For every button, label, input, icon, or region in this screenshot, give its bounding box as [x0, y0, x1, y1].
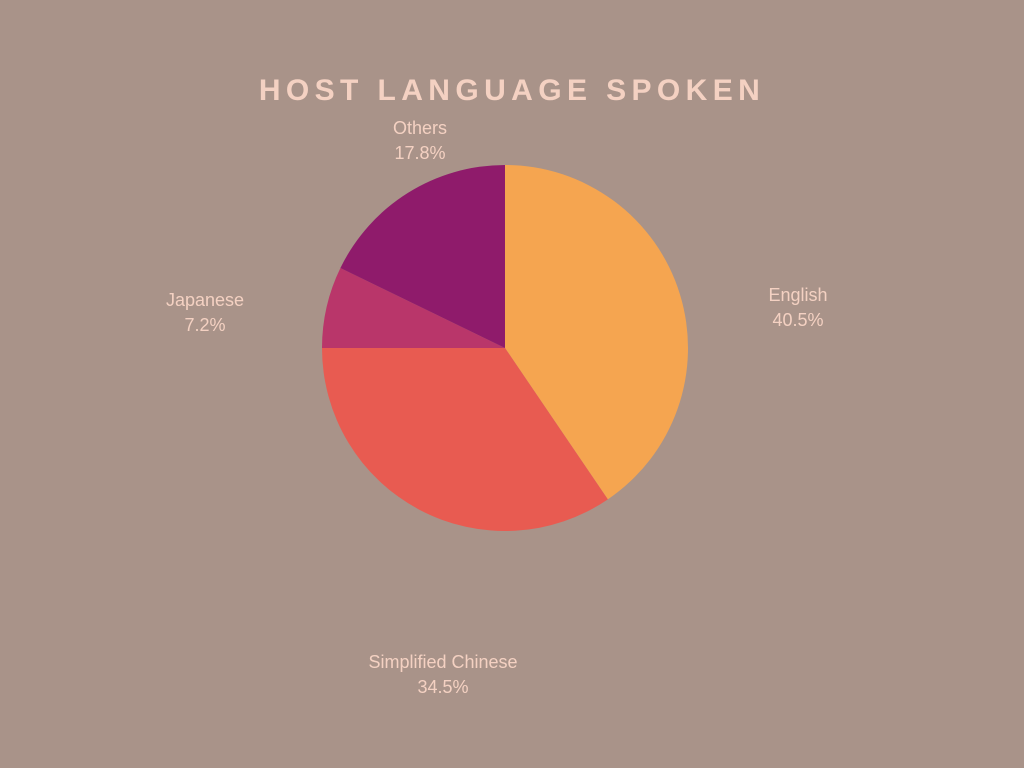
- pie-label-others: Others17.8%: [393, 116, 447, 166]
- label-percent: 7.2%: [166, 313, 244, 338]
- label-percent: 34.5%: [368, 675, 517, 700]
- pie-svg: [322, 165, 688, 531]
- chart-title: HOST LANGUAGE SPOKEN: [0, 74, 1024, 108]
- label-name: Others: [393, 116, 447, 141]
- pie-chart: [322, 165, 688, 531]
- label-name: Japanese: [166, 288, 244, 313]
- pie-label-schinese: Simplified Chinese34.5%: [368, 650, 517, 700]
- label-percent: 17.8%: [393, 141, 447, 166]
- pie-label-english: English40.5%: [768, 283, 827, 333]
- label-percent: 40.5%: [768, 308, 827, 333]
- label-name: English: [768, 283, 827, 308]
- label-name: Simplified Chinese: [368, 650, 517, 675]
- pie-label-japanese: Japanese7.2%: [166, 288, 244, 338]
